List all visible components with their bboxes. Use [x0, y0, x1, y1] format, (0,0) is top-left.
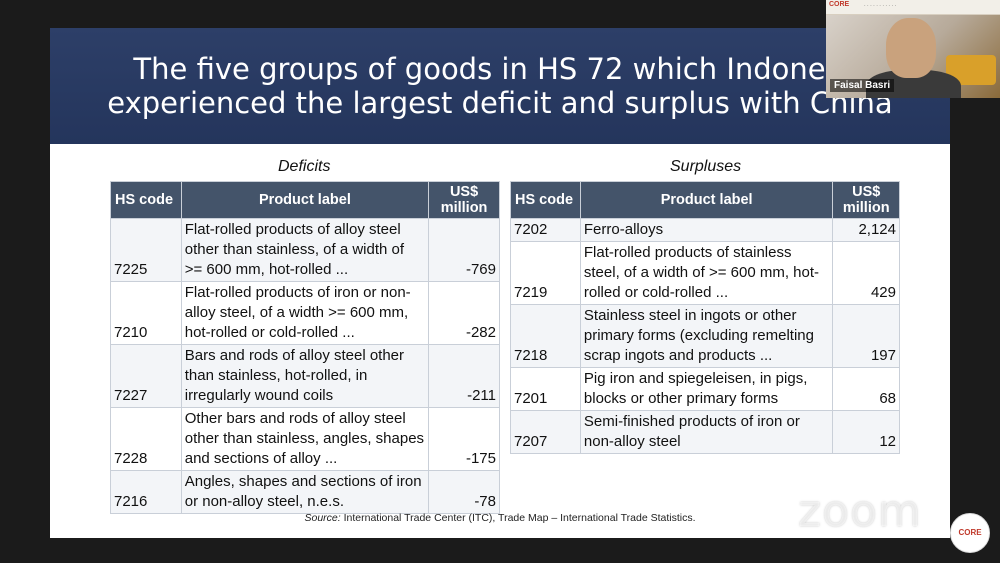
- slide-title-bar: The five groups of goods in HS 72 which …: [50, 28, 950, 144]
- core-badge-icon: CORE: [950, 513, 990, 553]
- value-cell: -769: [428, 218, 500, 282]
- source-text: International Trade Center (ITC), Trade …: [343, 512, 696, 524]
- table-row: 7227 Bars and rods of alloy steel other …: [110, 344, 500, 408]
- zoom-watermark: zoom: [798, 486, 922, 537]
- value-cell: 68: [832, 367, 900, 411]
- header-usd-million: US$ million: [428, 181, 500, 219]
- product-label-cell: Ferro-alloys: [579, 218, 834, 242]
- value-cell: 2,124: [832, 218, 900, 242]
- core-logo: CORE: [829, 1, 850, 8]
- header-usd-million: US$ million: [832, 181, 900, 219]
- participant-video-tile[interactable]: CORE · · · · · · · · · · · Faisal Basri: [826, 0, 1000, 98]
- slide-title: The five groups of goods in HS 72 which …: [80, 52, 920, 120]
- hs-code-cell: 7216: [110, 470, 182, 514]
- product-label-cell: Pig iron and spiegeleisen, in pigs, bloc…: [579, 367, 834, 411]
- table-row: 7201 Pig iron and spiegeleisen, in pigs,…: [510, 367, 900, 411]
- header-product-label: Product label: [579, 181, 834, 219]
- hs-code-cell: 7218: [510, 304, 581, 368]
- product-label-cell: Flat-rolled products of stainless steel,…: [579, 241, 834, 305]
- deficits-caption: Deficits: [278, 158, 331, 175]
- value-cell: 429: [832, 241, 900, 305]
- surpluses-caption: Surpluses: [670, 158, 742, 175]
- product-label-cell: Flat-rolled products of iron or non-allo…: [180, 281, 430, 345]
- product-label-cell: Stainless steel in ingots or other prima…: [579, 304, 834, 368]
- surpluses-table: HS code Product label US$ million 7202 F…: [510, 181, 900, 454]
- presentation-slide: The five groups of goods in HS 72 which …: [50, 28, 950, 538]
- source-note: Source: International Trade Center (ITC)…: [50, 512, 950, 524]
- source-label: Source:: [304, 512, 341, 524]
- value-cell: 12: [832, 410, 900, 454]
- product-label-cell: Bars and rods of alloy steel other than …: [180, 344, 430, 408]
- hs-code-cell: 7207: [510, 410, 581, 454]
- table-row: 7219 Flat-rolled products of stainless s…: [510, 241, 900, 305]
- hs-code-cell: 7202: [510, 218, 581, 242]
- header-hs-code: HS code: [510, 181, 581, 219]
- table-row: 7202 Ferro-alloys 2,124: [510, 218, 900, 242]
- hs-code-cell: 7219: [510, 241, 581, 305]
- deficits-header-row: HS code Product label US$ million: [110, 181, 500, 219]
- surpluses-header-row: HS code Product label US$ million: [510, 181, 900, 219]
- header-hs-code: HS code: [110, 181, 182, 219]
- product-label-cell: Angles, shapes and sections of iron or n…: [180, 470, 430, 514]
- value-cell: -282: [428, 281, 500, 345]
- table-row: 7210 Flat-rolled products of iron or non…: [110, 281, 500, 345]
- video-background-banner: CORE · · · · · · · · · · ·: [826, 0, 1000, 15]
- banner-decoration: · · · · · · · · · · ·: [864, 3, 897, 9]
- value-cell: -211: [428, 344, 500, 408]
- value-cell: 197: [832, 304, 900, 368]
- table-row: 7207 Semi-finished products of iron or n…: [510, 410, 900, 454]
- product-label-cell: Other bars and rods of alloy steel other…: [180, 407, 430, 471]
- header-product-label: Product label: [180, 181, 430, 219]
- deficits-table: HS code Product label US$ million 7225 F…: [110, 181, 500, 514]
- product-label-cell: Semi-finished products of iron or non-al…: [579, 410, 834, 454]
- table-row: 7216 Angles, shapes and sections of iron…: [110, 470, 500, 514]
- hs-code-cell: 7227: [110, 344, 182, 408]
- table-row: 7228 Other bars and rods of alloy steel …: [110, 407, 500, 471]
- slide-title-line-1: The five groups of goods in HS 72 which …: [133, 52, 867, 86]
- hs-code-cell: 7225: [110, 218, 182, 282]
- hs-code-cell: 7210: [110, 281, 182, 345]
- value-cell: -78: [428, 470, 500, 514]
- hs-code-cell: 7201: [510, 367, 581, 411]
- table-row: 7225 Flat-rolled products of alloy steel…: [110, 218, 500, 282]
- slide-title-line-2: experienced the largest deficit and surp…: [107, 86, 893, 120]
- participant-name-label: Faisal Basri: [830, 79, 895, 92]
- hs-code-cell: 7228: [110, 407, 182, 471]
- participant-face: [886, 18, 936, 78]
- product-label-cell: Flat-rolled products of alloy steel othe…: [180, 218, 430, 282]
- table-row: 7218 Stainless steel in ingots or other …: [510, 304, 900, 368]
- value-cell: -175: [428, 407, 500, 471]
